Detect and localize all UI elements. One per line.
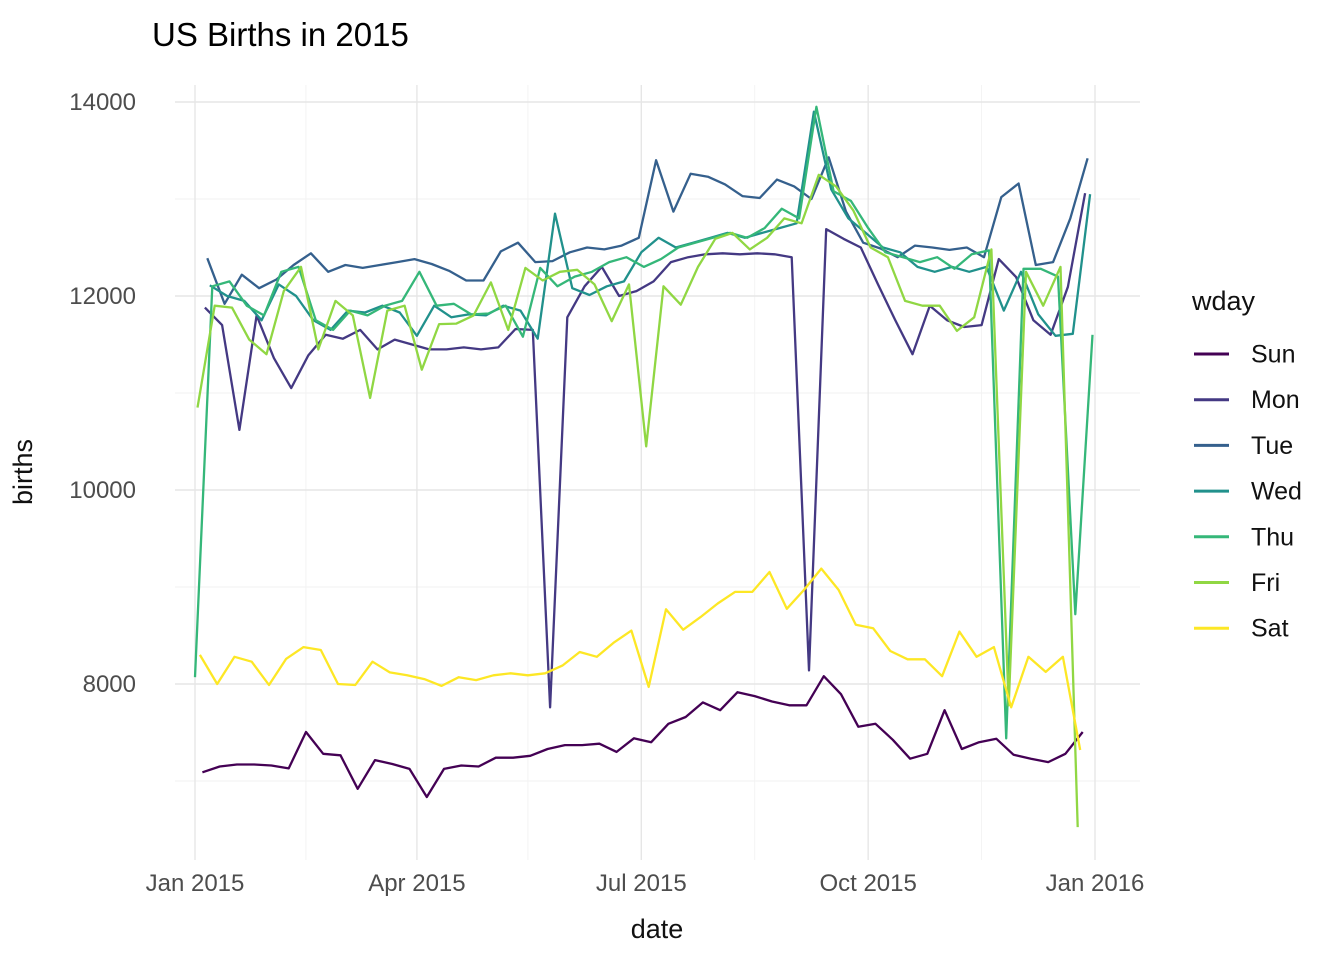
y-tick-label-8000: 8000 xyxy=(83,671,136,698)
legend-entry-tue: Tue xyxy=(1194,432,1293,460)
y-axis-tick-labels: 8000 10000 12000 14000 xyxy=(69,89,136,698)
x-tick-label-jul-2015: Jul 2015 xyxy=(596,870,687,897)
x-tick-label-jan-2015: Jan 2015 xyxy=(146,870,245,897)
y-tick-label-10000: 10000 xyxy=(69,477,136,504)
series-line-fri xyxy=(196,173,1079,828)
legend-entry-wed: Wed xyxy=(1194,478,1302,506)
legend-entries: Sun Mon Tue Wed Thu Fri Sat xyxy=(1194,341,1302,643)
x-tick-label-oct-2015: Oct 2015 xyxy=(819,870,916,897)
legend-entry-mon: Mon xyxy=(1194,386,1300,414)
legend-entry-thu: Thu xyxy=(1194,523,1294,551)
legend-label-tue: Tue xyxy=(1251,432,1293,460)
legend-entry-fri: Fri xyxy=(1194,569,1280,597)
legend-label-wed: Wed xyxy=(1251,478,1302,506)
x-axis-title: date xyxy=(631,914,684,944)
legend-label-sun: Sun xyxy=(1251,341,1295,369)
legend-label-mon: Mon xyxy=(1251,386,1300,414)
series-line-mon xyxy=(204,192,1087,709)
chart-title: US Births in 2015 xyxy=(152,16,409,53)
series-line-thu xyxy=(193,105,1094,740)
plot-panel xyxy=(175,85,1140,860)
legend-label-fri: Fri xyxy=(1251,569,1280,597)
x-tick-label-jan-2016: Jan 2016 xyxy=(1046,870,1145,897)
legend-title: wday xyxy=(1191,286,1256,316)
y-tick-label-14000: 14000 xyxy=(69,89,136,116)
x-axis-tick-labels: Jan 2015 Apr 2015 Jul 2015 Oct 2015 Jan 2016 xyxy=(146,870,1145,897)
x-tick-label-apr-2015: Apr 2015 xyxy=(368,870,465,897)
y-tick-label-12000: 12000 xyxy=(69,283,136,310)
series-line-tue xyxy=(206,156,1089,305)
series-line-sat xyxy=(198,567,1082,751)
legend-label-thu: Thu xyxy=(1251,523,1294,551)
legend-entry-sat: Sat xyxy=(1194,615,1289,643)
gridlines-minor xyxy=(175,85,1140,860)
series-lines xyxy=(193,105,1094,828)
series-line-sun xyxy=(202,675,1084,799)
y-axis-title: births xyxy=(8,439,38,505)
legend-entry-sun: Sun xyxy=(1194,341,1295,369)
legend-label-sat: Sat xyxy=(1251,615,1289,643)
legend: wday Sun Mon Tue Wed Thu Fri Sat xyxy=(1191,286,1302,643)
